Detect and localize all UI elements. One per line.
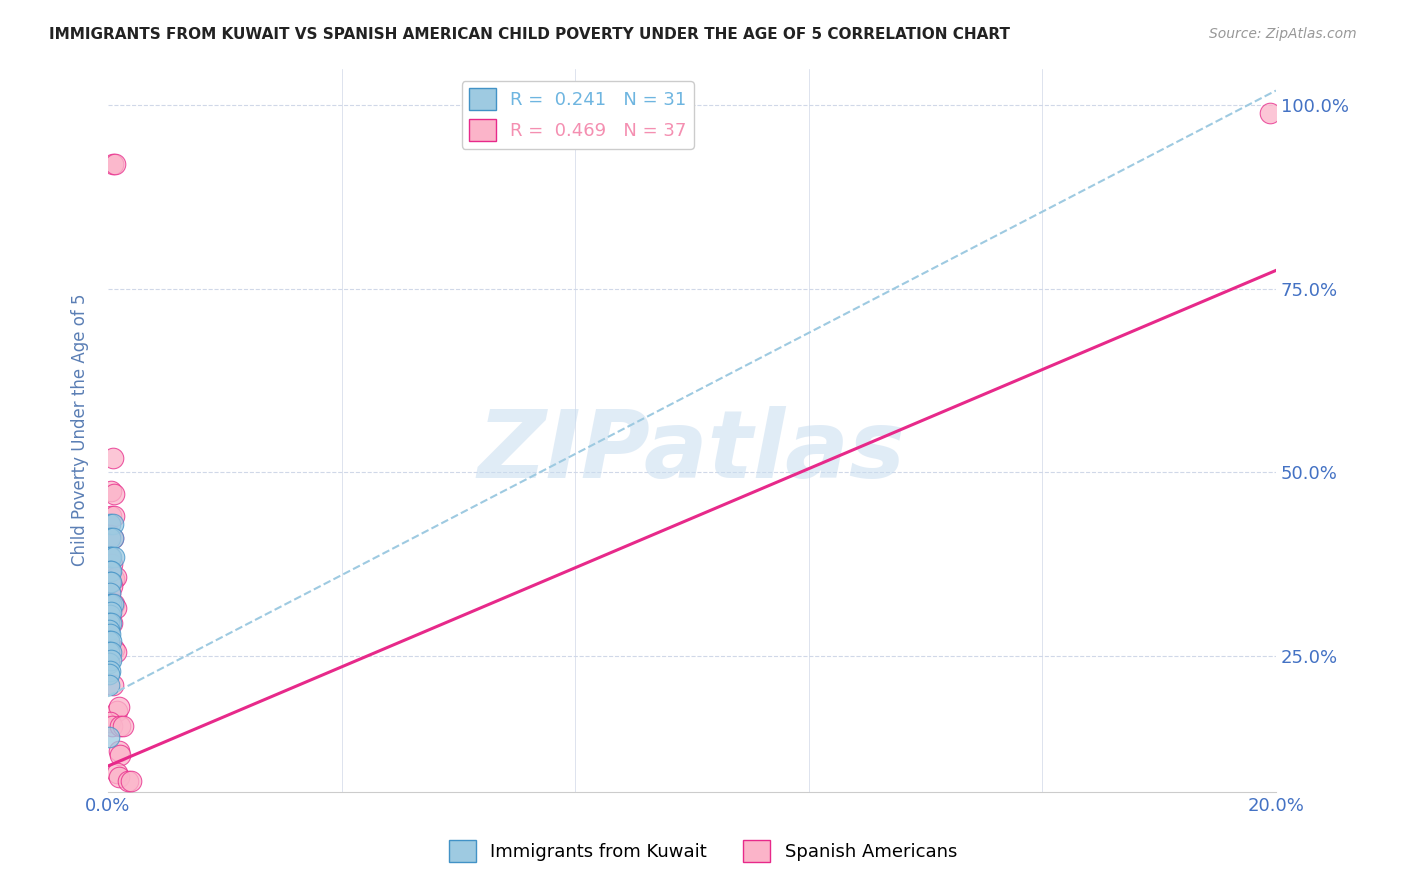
- Point: [98, 678, 121, 692]
- Point: [100, 605, 122, 619]
- Point: [105, 601, 128, 615]
- Point: [103, 549, 125, 564]
- Point: [101, 579, 124, 593]
- Point: [98, 627, 121, 641]
- Point: [100, 615, 122, 630]
- Point: [100, 565, 122, 579]
- Text: ZIPatlas: ZIPatlas: [478, 406, 905, 498]
- Point: [100, 645, 122, 659]
- Point: [98, 586, 121, 600]
- Point: [101, 532, 124, 546]
- Point: [120, 773, 142, 788]
- Point: [98, 615, 121, 630]
- Legend: Immigrants from Kuwait, Spanish Americans: Immigrants from Kuwait, Spanish American…: [441, 833, 965, 870]
- Point: [107, 744, 129, 758]
- Point: [98, 664, 121, 678]
- Point: [108, 718, 131, 732]
- Point: [105, 766, 128, 780]
- Text: Source: ZipAtlas.com: Source: ZipAtlas.com: [1209, 27, 1357, 41]
- Point: [98, 549, 121, 564]
- Point: [101, 598, 124, 612]
- Point: [103, 487, 125, 501]
- Point: [101, 450, 124, 465]
- Point: [98, 557, 121, 571]
- Point: [98, 586, 121, 600]
- Point: [100, 598, 122, 612]
- Point: [98, 598, 121, 612]
- Point: [98, 645, 121, 659]
- Point: [98, 623, 121, 637]
- Point: [98, 730, 121, 744]
- Point: [111, 718, 134, 732]
- Point: [101, 718, 124, 732]
- Point: [100, 509, 122, 524]
- Point: [103, 641, 125, 656]
- Point: [98, 714, 121, 729]
- Point: [98, 657, 121, 671]
- Point: [100, 483, 122, 498]
- Point: [105, 569, 128, 583]
- Point: [103, 598, 125, 612]
- Point: [98, 575, 121, 590]
- Point: [103, 509, 125, 524]
- Y-axis label: Child Poverty Under the Age of 5: Child Poverty Under the Age of 5: [72, 293, 89, 566]
- Point: [98, 549, 121, 564]
- Point: [98, 667, 121, 681]
- Point: [105, 645, 128, 659]
- Point: [98, 527, 121, 541]
- Point: [104, 157, 127, 171]
- Point: [108, 747, 131, 762]
- Point: [101, 557, 124, 571]
- Point: [103, 572, 125, 586]
- Point: [98, 634, 121, 648]
- Point: [101, 516, 124, 531]
- Text: IMMIGRANTS FROM KUWAIT VS SPANISH AMERICAN CHILD POVERTY UNDER THE AGE OF 5 CORR: IMMIGRANTS FROM KUWAIT VS SPANISH AMERIC…: [49, 27, 1010, 42]
- Point: [98, 575, 121, 590]
- Point: [100, 549, 122, 564]
- Point: [98, 612, 121, 626]
- Point: [117, 773, 139, 788]
- Point: [1258, 105, 1281, 120]
- Point: [98, 565, 121, 579]
- Point: [98, 532, 121, 546]
- Point: [100, 652, 122, 666]
- Point: [101, 157, 124, 171]
- Point: [100, 634, 122, 648]
- Legend: R =  0.241   N = 31, R =  0.469   N = 37: R = 0.241 N = 31, R = 0.469 N = 37: [461, 81, 695, 149]
- Point: [98, 608, 121, 623]
- Point: [101, 678, 124, 692]
- Point: [107, 770, 129, 784]
- Point: [100, 575, 122, 590]
- Point: [98, 516, 121, 531]
- Point: [105, 704, 128, 718]
- Point: [107, 700, 129, 714]
- Point: [101, 532, 124, 546]
- Point: [101, 615, 124, 630]
